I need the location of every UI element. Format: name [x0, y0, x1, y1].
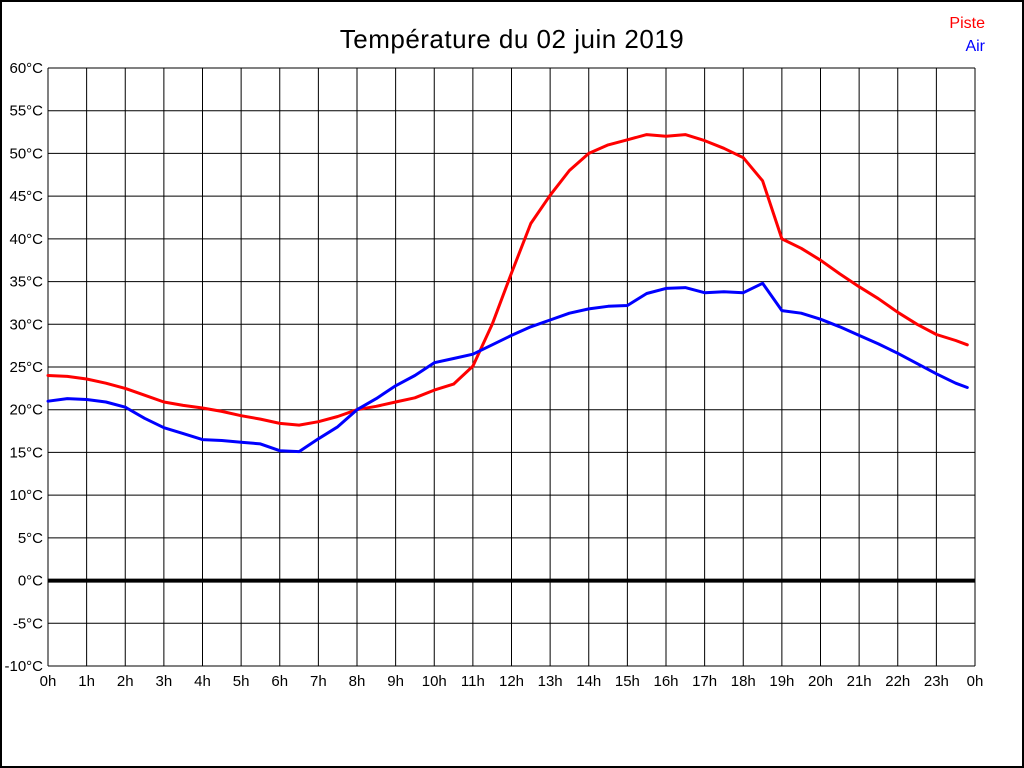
- x-axis-tick-label: 14h: [576, 673, 601, 690]
- x-axis-tick-label: 22h: [885, 673, 910, 690]
- x-axis-tick-label: 1h: [78, 673, 95, 690]
- y-axis-tick-label: 35°C: [9, 274, 43, 291]
- x-axis-tick-label: 13h: [538, 673, 563, 690]
- y-axis-tick-label: 30°C: [9, 316, 43, 333]
- y-axis-tick-label: 50°C: [9, 145, 43, 162]
- x-axis-tick-label: 11h: [461, 673, 485, 690]
- x-axis-tick-label: 18h: [731, 673, 756, 690]
- piste-series-line: [46, 133, 969, 427]
- x-axis-tick-label: 21h: [847, 673, 872, 690]
- x-axis-tick-label: 6h: [271, 673, 288, 690]
- y-axis-tick-label: 15°C: [9, 444, 43, 461]
- y-axis-tick-label: 55°C: [9, 103, 43, 120]
- y-axis-tick-label: 40°C: [9, 231, 43, 248]
- y-axis-tick-label: 10°C: [9, 487, 43, 504]
- y-axis-tick-label: -10°C: [4, 658, 43, 675]
- x-axis-tick-label: 8h: [349, 673, 366, 690]
- legend-air-label: Air: [965, 38, 985, 55]
- x-axis-tick-label: 7h: [310, 673, 327, 690]
- air-series-line: [46, 281, 969, 454]
- y-axis-tick-label: 45°C: [9, 188, 43, 205]
- x-axis-tick-label: 17h: [692, 673, 717, 690]
- x-axis-tick-label: 12h: [499, 673, 524, 690]
- x-axis-tick-label: 4h: [194, 673, 211, 690]
- x-axis-tick-label: 2h: [117, 673, 134, 690]
- y-axis-tick-label: 25°C: [9, 359, 43, 376]
- x-axis-tick-label: 3h: [156, 673, 173, 690]
- y-axis-tick-label: 60°C: [9, 60, 43, 77]
- chart-title: Température du 02 juin 2019: [339, 24, 685, 54]
- y-axis-tick-label: -5°C: [13, 615, 43, 632]
- x-axis-tick-label: 10h: [422, 673, 447, 690]
- x-axis-tick-label: 5h: [233, 673, 250, 690]
- y-axis-tick-label: 0°C: [18, 573, 43, 590]
- chart-legend: Piste Air: [949, 12, 985, 58]
- x-axis-tick-label: 23h: [924, 673, 949, 690]
- x-axis-tick-label: 20h: [808, 673, 833, 690]
- x-axis-tick-label: 15h: [615, 673, 640, 690]
- x-axis-tick-label: 19h: [769, 673, 794, 690]
- y-axis-tick-label: 5°C: [18, 530, 43, 547]
- y-axis-tick-label: 20°C: [9, 402, 43, 419]
- legend-piste-label: Piste: [949, 15, 985, 32]
- x-axis-tick-label: 0h: [40, 673, 57, 690]
- x-axis-tick-label: 0h: [967, 673, 984, 690]
- x-axis-tick-label: 9h: [387, 673, 404, 690]
- x-axis-tick-label: 16h: [653, 673, 678, 690]
